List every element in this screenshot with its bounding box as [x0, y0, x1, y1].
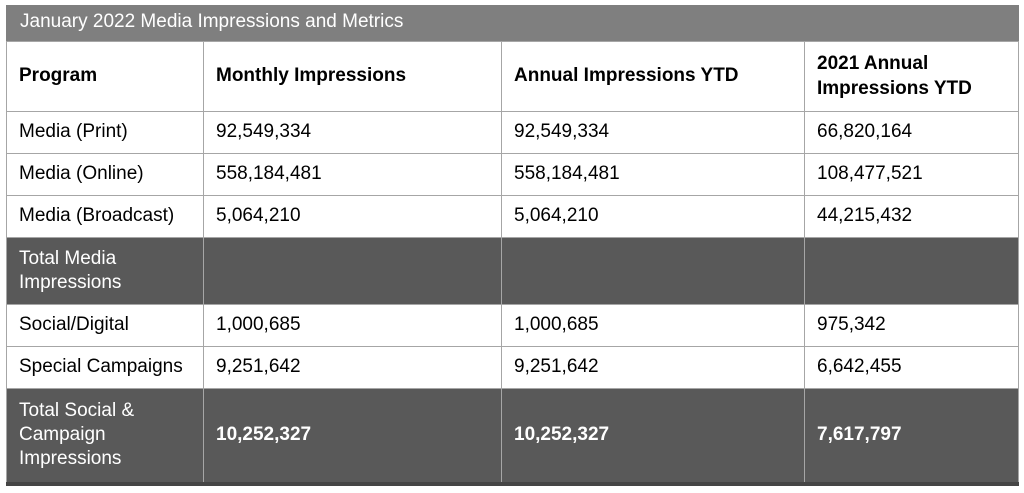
- cell-monthly: 1,000,685: [203, 304, 502, 347]
- cell-annual-ytd: 558,184,481: [501, 153, 805, 196]
- cell-program: Total Media Impressions: [6, 237, 204, 305]
- cell-monthly: 558,184,481: [203, 153, 502, 196]
- table-row-total-social-campaign-impressions: Total Social & Campaign Impressions 10,2…: [6, 388, 1020, 486]
- cell-annual-ytd: [501, 237, 805, 305]
- cell-annual-ytd: 5,064,210: [501, 195, 805, 238]
- cell-program: Social/Digital: [6, 304, 204, 347]
- column-header-program: Program: [6, 41, 204, 112]
- cell-monthly: 10,252,327: [203, 388, 502, 486]
- cell-2021-ytd: 108,477,521: [803, 153, 1020, 196]
- cell-annual-ytd: 9,251,642: [501, 346, 805, 389]
- cell-2021-ytd: 975,342: [803, 304, 1020, 347]
- column-header-2021-annual-impressions-ytd: 2021 Annual Impressions YTD: [803, 41, 1020, 112]
- table-row-total-media-impressions: Total Media Impressions: [6, 237, 1020, 305]
- cell-program: Media (Print): [6, 111, 204, 154]
- cell-annual-ytd: 92,549,334: [501, 111, 805, 154]
- cell-monthly: [203, 237, 502, 305]
- table-title-row: January 2022 Media Impressions and Metri…: [5, 5, 1020, 42]
- cell-2021-ytd: 6,642,455: [803, 346, 1020, 389]
- cell-monthly: 5,064,210: [203, 195, 502, 238]
- table-title: January 2022 Media Impressions and Metri…: [5, 5, 1020, 42]
- cell-monthly: 92,549,334: [203, 111, 502, 154]
- cell-program: Media (Broadcast): [6, 195, 204, 238]
- cell-annual-ytd: 1,000,685: [501, 304, 805, 347]
- cell-2021-ytd: 66,820,164: [803, 111, 1020, 154]
- cell-2021-ytd: 7,617,797: [803, 388, 1020, 486]
- cell-2021-ytd: 44,215,432: [803, 195, 1020, 238]
- cell-program: Total Social & Campaign Impressions: [6, 388, 204, 486]
- table-row-media-broadcast: Media (Broadcast) 5,064,210 5,064,210 44…: [6, 195, 1020, 238]
- column-header-monthly-impressions: Monthly Impressions: [203, 41, 502, 112]
- cell-2021-ytd: [803, 237, 1020, 305]
- cell-program: Media (Online): [6, 153, 204, 196]
- table-row-special-campaigns: Special Campaigns 9,251,642 9,251,642 6,…: [6, 346, 1020, 389]
- cell-monthly: 9,251,642: [203, 346, 502, 389]
- table-row-media-online: Media (Online) 558,184,481 558,184,481 1…: [6, 153, 1020, 196]
- column-header-annual-impressions-ytd: Annual Impressions YTD: [501, 41, 805, 112]
- cell-program: Special Campaigns: [6, 346, 204, 389]
- media-impressions-table: January 2022 Media Impressions and Metri…: [5, 5, 1020, 486]
- table-row-media-print: Media (Print) 92,549,334 92,549,334 66,8…: [6, 111, 1020, 154]
- table-row-social-digital: Social/Digital 1,000,685 1,000,685 975,3…: [6, 304, 1020, 347]
- cell-annual-ytd: 10,252,327: [501, 388, 805, 486]
- table-header-row: Program Monthly Impressions Annual Impre…: [6, 41, 1020, 112]
